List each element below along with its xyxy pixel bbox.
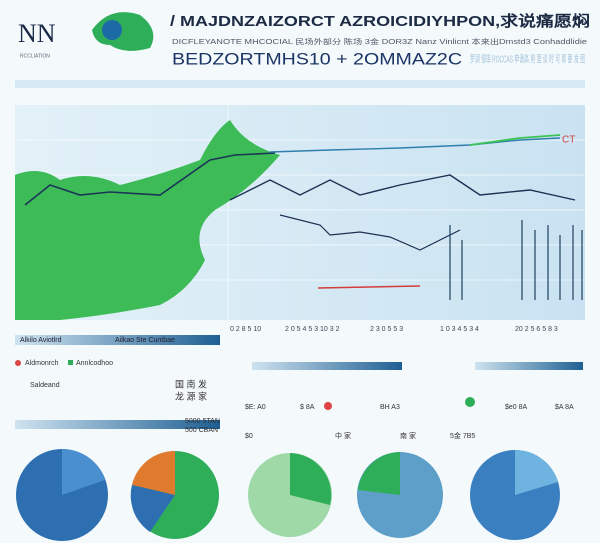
line-low (279, 214, 461, 251)
tag: $0 (245, 433, 253, 440)
headline: BEDZORTMHS10 + 2OMMAZ2C (172, 49, 462, 68)
marker: CT (562, 135, 575, 146)
pie-slice (130, 485, 175, 532)
side-text: 罗湖 邹库 ROCCAS 申请高 用 里 谈 时 可 耶 要 发 图 (470, 53, 585, 66)
caption-bar (15, 335, 220, 345)
row-label: $ 8A (300, 404, 315, 411)
row-label: $e0 8A (505, 404, 528, 411)
bar (15, 420, 220, 429)
tag: 南 家 (400, 431, 416, 440)
landmass (15, 120, 280, 320)
logo-sub: RCCLIATION (20, 53, 50, 59)
bar (475, 362, 583, 370)
row-label: $A 8A (555, 404, 574, 411)
title: / MAJDNZAIZORCT AZROICIDIYHPON,求说痛愿焖 (170, 12, 590, 30)
axis-label: 0 2 8 5 10 (230, 326, 261, 333)
legend-item: Saldeand (30, 382, 60, 389)
legend-dot (68, 360, 73, 365)
pie-slice (515, 450, 558, 495)
tag: 中 家 (335, 431, 351, 440)
legend-label: 国 南 发 (175, 378, 207, 389)
axis-label: 20 2 5 6 5 8 3 (515, 326, 558, 333)
subtitle: DICFLEYANOTE MHCOCIAL 民场外部分 陈场 3金 DOR3Z … (172, 37, 587, 46)
line-navy (229, 174, 576, 201)
callout: 500 CBAN (185, 427, 218, 434)
divider (15, 80, 585, 88)
caption-mid: Ailkao Ste Cuntbae (115, 337, 175, 344)
pie-slice (132, 450, 175, 495)
tag: 5金 7B5 (450, 431, 475, 440)
pies (16, 449, 560, 541)
callout: 5000 5TAN (185, 418, 220, 425)
line-red (317, 285, 421, 289)
logo-dot (102, 20, 122, 40)
legend-dot (15, 360, 21, 366)
legend-label: 龙 源 家 (175, 390, 207, 401)
axis-label: 2 3 0 5 5 3 (370, 326, 403, 333)
line-blue (269, 137, 561, 153)
line-dark (24, 152, 276, 206)
pie-slice (62, 449, 105, 495)
dot (465, 397, 475, 407)
line-green (469, 134, 561, 146)
axis-label: 2 0 5 4 5 3 10 3 2 (285, 326, 340, 333)
pie-slice (358, 452, 400, 495)
row-label: BH A3 (380, 404, 400, 411)
row-label: $E: A0 (245, 404, 266, 411)
legend-item: Annlcodhoo (76, 360, 113, 367)
legend-item: Aldmonrch (25, 360, 59, 367)
axis-label: 1 0 3 4 5 3 4 (440, 326, 479, 333)
spikes (449, 220, 583, 300)
pie-slice (290, 453, 332, 505)
logo: NN (18, 19, 56, 48)
caption-left: Alkilo Aviotlrd (20, 337, 62, 344)
axis-labels: 0 2 8 5 10 2 0 5 4 5 3 10 3 2 2 3 0 5 5 … (230, 326, 558, 333)
dot (324, 402, 332, 410)
bar (252, 362, 402, 370)
